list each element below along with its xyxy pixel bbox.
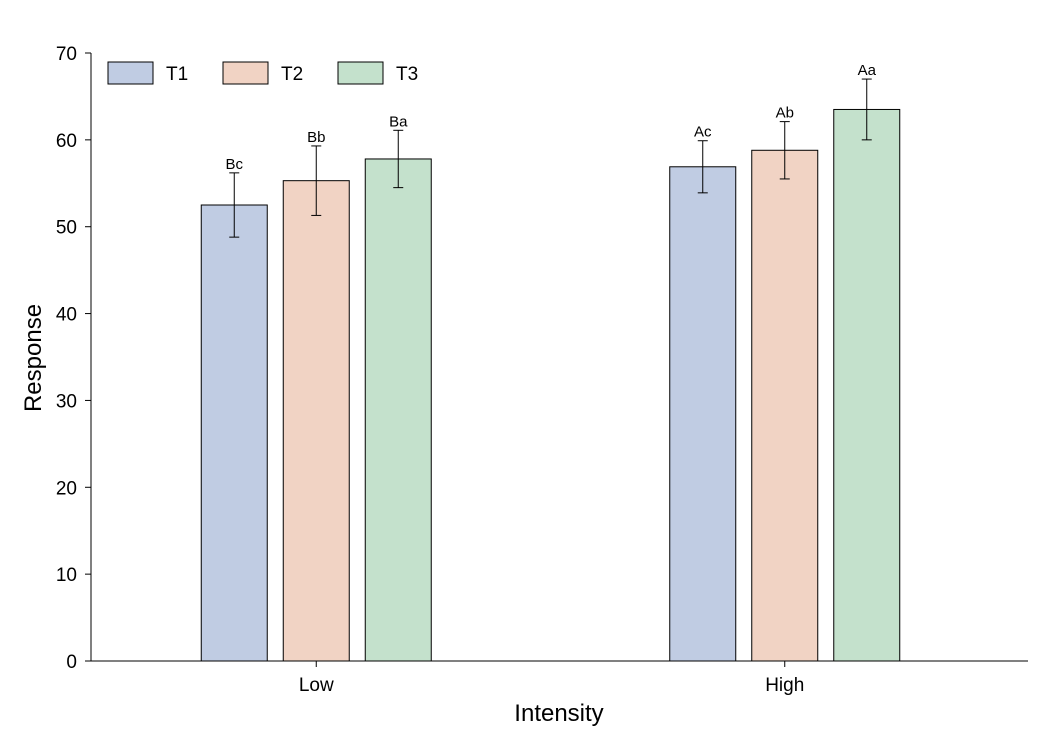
x-tick-label: High xyxy=(765,675,804,696)
y-tick-label: 50 xyxy=(56,218,77,239)
significance-label: Ba xyxy=(389,113,408,130)
x-axis-title: Intensity xyxy=(514,700,603,727)
legend: T1 T2 T3 xyxy=(107,61,418,85)
legend-label: T3 xyxy=(396,64,418,85)
y-tick-label: 60 xyxy=(56,131,77,152)
significance-label: Bb xyxy=(307,129,325,146)
bar xyxy=(282,180,350,662)
plot-area: Bc Bb Ba Ac Ab Aa xyxy=(200,62,901,662)
bar xyxy=(200,204,268,662)
y-tick-label: 30 xyxy=(56,391,77,412)
bar xyxy=(833,108,901,662)
x-tick-label: Low xyxy=(299,675,334,696)
significance-label: Ab xyxy=(776,105,794,122)
significance-label: Ac xyxy=(694,124,712,141)
y-tick-label: 0 xyxy=(66,652,77,673)
legend-label: T2 xyxy=(281,64,303,85)
legend-swatch xyxy=(222,61,269,85)
bar xyxy=(364,158,432,662)
legend-swatch xyxy=(337,61,384,85)
x-axis: Low High xyxy=(91,660,1028,696)
y-tick-label: 40 xyxy=(56,305,77,326)
bar xyxy=(669,166,737,662)
bar xyxy=(751,149,819,662)
legend-label: T1 xyxy=(166,64,188,85)
significance-label: Aa xyxy=(858,62,877,79)
y-tick-label: 70 xyxy=(56,44,77,65)
y-tick-label: 10 xyxy=(56,565,77,586)
y-tick-label: 20 xyxy=(56,478,77,499)
legend-swatch xyxy=(107,61,154,85)
y-axis: 0 10 20 30 40 50 60 70 xyxy=(56,44,92,673)
y-axis-title: Response xyxy=(20,304,47,412)
significance-label: Bc xyxy=(225,156,243,173)
